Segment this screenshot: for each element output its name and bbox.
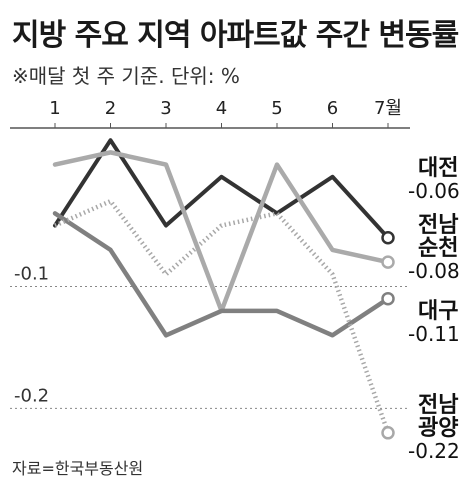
- series-name-label: 순천: [418, 236, 458, 261]
- chart-subtitle: ※매달 첫 주 기준. 단위: %: [12, 64, 240, 88]
- series-name-label: 대구: [418, 299, 458, 324]
- series-name-label: 광양: [418, 416, 458, 441]
- series-end-marker: [381, 255, 395, 269]
- source-note: 자료=한국부동산원: [12, 459, 144, 478]
- series-line: [54, 198, 391, 434]
- x-tick-label: 7월: [374, 98, 402, 119]
- series-value-label: -0.06: [408, 179, 460, 203]
- series-line: [52, 211, 391, 338]
- x-tick-label: 6: [327, 98, 338, 119]
- series-name-label: 전남: [418, 213, 458, 238]
- series-name-label: 전남: [418, 393, 458, 418]
- series-line: [53, 138, 390, 240]
- y-tick-label: -0.1: [14, 264, 49, 285]
- x-tick-label: 4: [216, 98, 227, 119]
- x-tick-label: 2: [105, 98, 116, 119]
- chart-title: 지방 주요 지역 아파트값 주간 변동률: [12, 18, 459, 53]
- x-tick-label: 1: [49, 98, 60, 119]
- series-end-marker: [381, 230, 395, 245]
- series-value-label: -0.22: [408, 439, 460, 463]
- x-tick-label: 3: [160, 98, 171, 119]
- y-tick-label: -0.2: [14, 385, 49, 406]
- series-end-marker: [381, 291, 395, 306]
- x-tick-label: 5: [271, 98, 282, 119]
- series-value-label: -0.08: [408, 259, 460, 283]
- series-end-marker: [381, 426, 395, 440]
- series-value-label: -0.11: [408, 322, 460, 346]
- series-name-label: 대전: [418, 156, 458, 181]
